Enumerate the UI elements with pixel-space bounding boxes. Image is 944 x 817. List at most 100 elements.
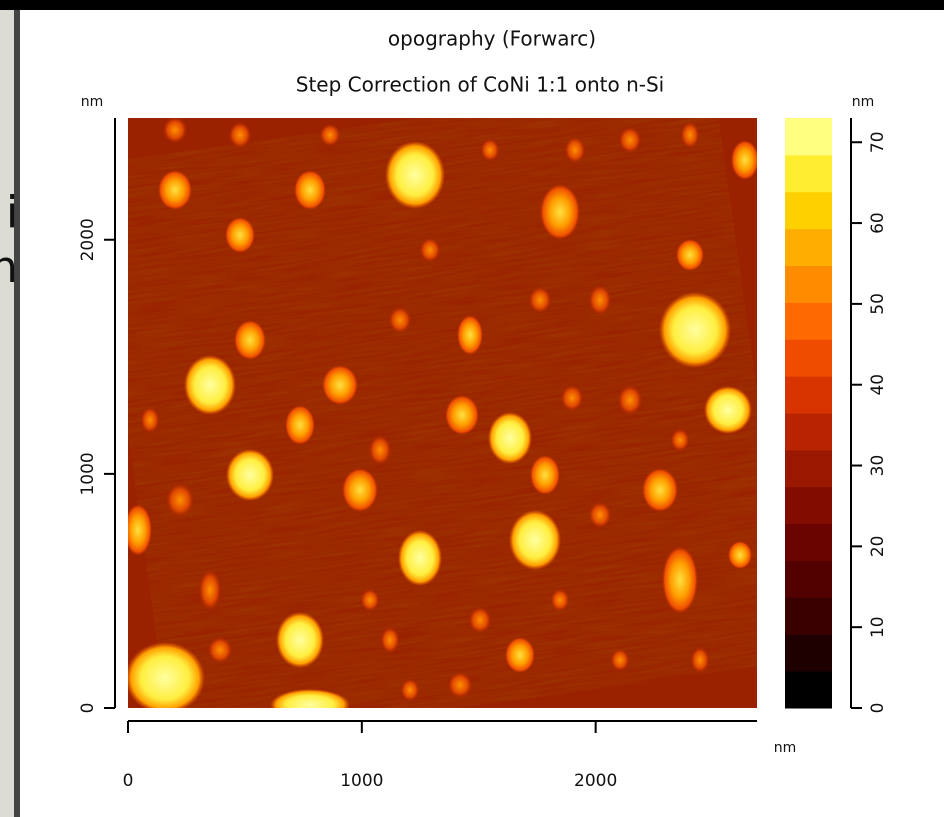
colorbar-band (785, 302, 832, 340)
particle (380, 626, 400, 654)
axes: 0 1000 2000 0 1000 2000 0 10 20 30 40 50 60 70 (78, 118, 888, 791)
particle (385, 141, 445, 209)
colorbar-band (785, 634, 832, 672)
particle (398, 530, 442, 586)
image-texture (128, 118, 757, 708)
particle (447, 671, 473, 699)
particle (368, 434, 392, 466)
particle (342, 468, 378, 512)
particle (276, 612, 324, 668)
particle (140, 406, 160, 434)
particle (294, 170, 326, 210)
colorbar-band (785, 339, 832, 377)
colorbar-band (785, 560, 832, 598)
particle (588, 284, 612, 316)
colorbar-band (785, 118, 832, 156)
top-bar (0, 0, 944, 10)
particle (388, 306, 412, 334)
particle (505, 637, 535, 673)
colorbar-band (785, 191, 832, 230)
colorbar-band (785, 265, 832, 303)
colorbar-band (785, 154, 832, 193)
colorbar-band (785, 413, 832, 451)
particle (550, 588, 570, 612)
colorbar-band (785, 671, 832, 709)
slide-edge (14, 10, 20, 817)
y-tick-label: 2000 (78, 218, 98, 261)
particle (509, 510, 561, 570)
particle (564, 136, 586, 164)
particle (234, 320, 266, 360)
particle (560, 384, 584, 412)
particle (704, 386, 752, 434)
colorbar-unit: nm (852, 94, 875, 110)
y-tick-label: 0 (78, 703, 98, 714)
particle (319, 123, 341, 147)
colorbar-band (785, 449, 832, 488)
colorbar-tick-label: 20 (868, 536, 888, 558)
x-tick-label: 1000 (340, 771, 383, 791)
particle (128, 642, 205, 708)
particle (419, 237, 441, 263)
particle (659, 292, 731, 368)
particle (676, 239, 704, 271)
particle (165, 482, 195, 518)
particle (642, 468, 678, 512)
particle (158, 170, 192, 210)
x-tick-label: 2000 (574, 771, 617, 791)
colorbar-band (785, 597, 832, 635)
particle (270, 689, 350, 708)
particle (360, 588, 380, 612)
particle (540, 184, 580, 240)
slide-text: i (6, 187, 18, 238)
colorbar-tick-label: 40 (868, 374, 888, 396)
particle (610, 648, 630, 672)
particle (468, 606, 492, 634)
particle (457, 315, 483, 355)
figure-subtitle: Step Correction of CoNi 1:1 onto n-Si (296, 73, 664, 97)
particle (184, 355, 236, 415)
particle (617, 384, 643, 416)
particle (128, 504, 152, 556)
particle (690, 646, 710, 674)
particle (731, 140, 757, 180)
topography-image (128, 118, 757, 708)
y-unit: nm (81, 94, 104, 110)
particle (728, 541, 752, 569)
colorbar-tick-label: 60 (868, 212, 888, 234)
particle (400, 678, 420, 702)
particle (528, 286, 552, 314)
particle (285, 405, 315, 445)
colorbar-band (785, 228, 832, 266)
particle (228, 121, 252, 149)
x-tick-label: 0 (123, 771, 134, 791)
colorbar-band (785, 486, 832, 525)
particle (198, 568, 222, 612)
particle (225, 217, 255, 253)
colorbar-band (785, 523, 832, 561)
particle (588, 501, 612, 529)
colorbar-tick-label: 0 (868, 703, 888, 714)
particle (662, 546, 698, 614)
particle (488, 412, 532, 464)
particle (670, 428, 690, 452)
particle (680, 121, 700, 149)
particle (226, 449, 274, 501)
colorbar-tick-label: 10 (868, 616, 888, 638)
particle (480, 138, 500, 162)
x-unit: nm (774, 740, 797, 756)
particle (207, 636, 233, 664)
colorbar-tick-label: 70 (868, 131, 888, 153)
particles (128, 118, 757, 708)
particle (322, 365, 358, 405)
figure-title: opography (Forwarc) (388, 27, 596, 51)
particle (445, 395, 479, 435)
particle (618, 126, 642, 154)
particle (162, 118, 188, 144)
colorbar-tick-label: 50 (868, 293, 888, 315)
y-tick-label: 1000 (78, 452, 98, 495)
particle (530, 455, 560, 495)
colorbar-tick-label: 30 (868, 455, 888, 477)
